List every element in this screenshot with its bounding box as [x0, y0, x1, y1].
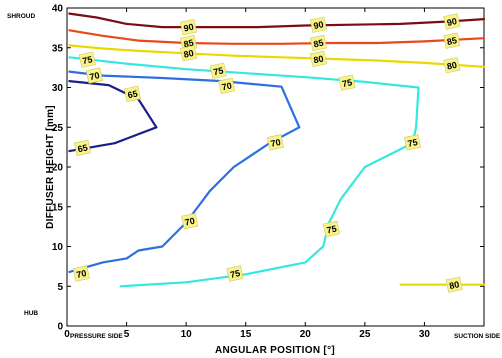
hub-label: HUB: [24, 310, 38, 317]
y-tick-label: 5: [57, 282, 63, 293]
x-tick-label: 20: [300, 329, 312, 340]
y-tick-label: 0: [57, 322, 63, 333]
contour-label-90: 90: [443, 13, 461, 30]
contour-label-box: [181, 212, 199, 230]
contour-label-box: [445, 276, 463, 293]
contour-label-text: 70: [221, 80, 233, 92]
contour-label-text: 80: [446, 60, 458, 72]
contour-label-box: [443, 32, 461, 49]
contour-label-70: 70: [181, 212, 199, 230]
contour-label-75: 75: [226, 265, 244, 282]
contour-label-text: 75: [407, 137, 419, 149]
contour-line-70: [68, 70, 301, 273]
contour-label-box: [443, 13, 461, 30]
contour-label-text: 90: [313, 19, 325, 31]
contour-label-80: 80: [443, 57, 461, 74]
contour-line-80: [68, 44, 486, 68]
contour-label-text: 85: [313, 38, 325, 50]
x-tick-label: 0: [64, 329, 70, 340]
y-tick-label: 25: [52, 123, 64, 134]
contour-label-75: 75: [323, 220, 340, 238]
contour-label-75: 75: [338, 74, 356, 91]
contour-line-85: [68, 29, 486, 45]
contour-label-box: [338, 74, 356, 91]
contour-label-box: [323, 220, 340, 238]
contour-label-text: 70: [184, 216, 196, 228]
contour-label-80: 80: [180, 45, 197, 62]
contour-label-text: 90: [183, 22, 195, 34]
contour-label-box: [226, 265, 244, 282]
y-tick-label: 30: [52, 83, 64, 94]
contour-label-text: 65: [127, 88, 139, 100]
contour-label-text: 75: [81, 54, 93, 66]
contour-label-65: 65: [74, 139, 91, 157]
y-tick-label: 10: [52, 242, 64, 253]
contour-line-75: [68, 56, 420, 288]
y-axis-title: DIFFUSER HEIGHT [mm]: [45, 105, 56, 229]
pressure-side-label: PRESSURE SIDE: [70, 333, 123, 340]
contour-label-box: [180, 18, 197, 36]
x-axis-title: ANGULAR POSITION [°]: [215, 345, 335, 356]
contour-label-85: 85: [443, 32, 461, 49]
contour-label-text: 80: [448, 279, 460, 291]
x-tick-label: 10: [181, 329, 193, 340]
contour-label-75: 75: [78, 51, 96, 68]
contour-label-box: [309, 50, 327, 68]
contour-label-70: 70: [85, 67, 103, 84]
contour-label-80: 80: [445, 276, 463, 293]
contour-label-70: 70: [267, 134, 284, 151]
contour-label-text: 70: [89, 70, 101, 82]
contour-line-90: [68, 12, 486, 29]
contour-label-box: [124, 85, 141, 103]
contour-label-65: 65: [124, 85, 141, 103]
contour-label-75: 75: [404, 134, 421, 151]
contour-label-text: 80: [313, 53, 325, 65]
plot-area: 0 5 10 15 20 25 30 0 5 10 15 20 25 30 35 40 90 90 90 85 85 85…: [52, 4, 486, 340]
plot-frame: [66, 7, 485, 327]
contour-label-box: [267, 134, 284, 151]
contour-label-90: 90: [309, 16, 327, 33]
contour-label-80: 80: [309, 50, 327, 68]
contour-label-box: [74, 139, 91, 157]
contour-label-box: [309, 34, 327, 52]
suction-side-label: SUCTION SIDE: [454, 333, 501, 340]
contour-label-box: [218, 77, 236, 95]
contour-label-text: 85: [446, 35, 458, 47]
contour-label-text: 70: [270, 137, 282, 149]
x-tick-label: 30: [419, 329, 431, 340]
contour-label-70: 70: [218, 77, 236, 95]
contour-label-box: [443, 57, 461, 74]
contour-label-90: 90: [180, 18, 197, 36]
x-tick-label: 15: [240, 329, 252, 340]
contour-label-box: [209, 62, 227, 79]
contour-label-text: 75: [229, 268, 241, 280]
contour-label-box: [72, 265, 90, 282]
y-tick-label: 35: [52, 43, 64, 54]
contour-label-box: [78, 51, 96, 68]
contour-label-box: [85, 67, 103, 84]
contour-label-85: 85: [309, 34, 327, 52]
contour-label-text: 65: [77, 142, 89, 154]
y-tick-label: 40: [52, 4, 64, 15]
contour-label-text: 75: [341, 77, 353, 89]
contour-label-text: 75: [326, 224, 338, 236]
y-tick-label: 15: [52, 202, 64, 213]
contour-label-70: 70: [72, 265, 90, 282]
x-tick-label: 5: [124, 329, 130, 340]
contour-label-text: 80: [183, 48, 195, 60]
contour-label-text: 85: [183, 38, 195, 50]
contour-label-text: 75: [212, 65, 224, 77]
contour-label-box: [309, 16, 327, 33]
x-tick-label: 25: [359, 329, 371, 340]
contour-label-75: 75: [209, 62, 227, 79]
contour-label-text: 90: [446, 16, 458, 28]
shroud-label: SHROUD: [7, 13, 35, 20]
contour-label-box: [180, 45, 197, 62]
contour-label-text: 70: [75, 268, 87, 280]
y-tick-label: 20: [52, 163, 64, 174]
contour-line-65: [68, 79, 158, 153]
contour-label-box: [404, 134, 421, 151]
